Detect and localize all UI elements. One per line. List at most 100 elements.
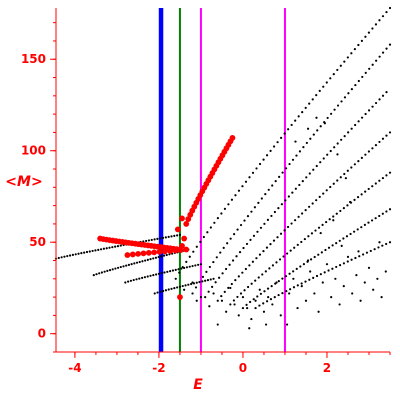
y-tick-label-1: 50 xyxy=(29,235,46,249)
data-point-s0-539 xyxy=(294,140,297,143)
data-point-s0-261 xyxy=(238,251,242,254)
data-point-s0-494 xyxy=(275,281,278,284)
data-point-s0-457 xyxy=(312,276,315,279)
data-point-s0-393 xyxy=(367,187,370,191)
data-point-s0-516 xyxy=(372,288,375,291)
data-point-s0-348 xyxy=(371,147,374,150)
data-point-s0-468 xyxy=(354,256,357,260)
data-point-s0-411 xyxy=(281,277,284,280)
data-point-s0-498 xyxy=(296,306,299,310)
data-point-s0-147 xyxy=(230,198,234,201)
data-point-s0-276 xyxy=(291,191,294,194)
data-point-s0-331 xyxy=(311,202,314,205)
data-point-s0-529 xyxy=(357,250,360,253)
data-point-s0-300 xyxy=(374,101,378,105)
data-point-s0-310 xyxy=(237,275,240,278)
data-point-s0-479 xyxy=(208,305,211,308)
data-point-s1-605 xyxy=(179,215,185,222)
data-point-s0-117 xyxy=(176,286,179,289)
data-point-s0-278 xyxy=(298,183,301,187)
data-point-s0-438 xyxy=(378,214,381,218)
data-point-s0-191 xyxy=(385,10,388,14)
data-point-s0-52 xyxy=(111,268,114,271)
data-point-s0-259 xyxy=(231,259,235,262)
data-point-s0-525 xyxy=(195,299,198,302)
data-point-s0-478 xyxy=(199,296,203,299)
data-point-s0-221 xyxy=(288,162,291,166)
data-point-s0-92 xyxy=(155,273,158,276)
data-point-s0-83 xyxy=(129,279,133,282)
data-point-s0-538 xyxy=(306,127,310,130)
data-point-s0-427 xyxy=(338,239,341,242)
data-point-s0-81 xyxy=(124,281,127,284)
data-point-s0-499 xyxy=(300,285,303,288)
data-point-s0-284 xyxy=(319,161,322,164)
data-point-s0-71 xyxy=(162,254,166,257)
data-point-s0-222 xyxy=(291,158,295,161)
data-point-s0-277 xyxy=(294,187,297,190)
data-point-s0-181 xyxy=(350,52,353,55)
data-point-s0-359 xyxy=(246,285,250,289)
data-point-s0-1 xyxy=(57,256,60,260)
data-point-s0-279 xyxy=(301,180,304,183)
data-point-s0-521 xyxy=(248,327,251,330)
data-point-s0-282 xyxy=(312,168,315,171)
data-point-s0-493 xyxy=(271,303,274,306)
data-point-s0-112 xyxy=(162,289,165,293)
data-point-s0-155 xyxy=(258,162,262,166)
data-point-s0-82 xyxy=(127,280,130,283)
data-point-s0-20 xyxy=(111,246,114,249)
data-point-s0-443 xyxy=(258,304,261,307)
data-point-s0-46 xyxy=(95,273,98,276)
data-point-s0-40 xyxy=(167,235,170,238)
data-point-s0-85 xyxy=(135,278,138,281)
data-point-s0-429 xyxy=(345,235,349,238)
data-point-s0-55 xyxy=(119,265,122,269)
data-point-s0-417 xyxy=(302,263,306,266)
data-point-s0-483 xyxy=(229,286,232,290)
data-point-s0-97 xyxy=(169,270,172,273)
data-point-s0-448 xyxy=(277,293,280,297)
data-point-s0-395 xyxy=(374,182,377,185)
data-point-s0-140 xyxy=(206,231,209,234)
data-point-s0-106 xyxy=(194,264,197,267)
data-point-s0-355 xyxy=(232,299,235,302)
data-point-s0-333 xyxy=(318,195,321,198)
data-point-s0-505 xyxy=(325,263,329,266)
data-point-s0-217 xyxy=(274,180,277,183)
data-point-s0-228 xyxy=(312,133,315,136)
data-point-s1-603 xyxy=(181,235,188,242)
data-point-s0-420 xyxy=(313,255,316,259)
data-point-s0-22 xyxy=(116,245,120,248)
data-point-s0-456 xyxy=(308,278,311,281)
data-point-s0-497 xyxy=(292,277,295,280)
data-point-s0-59 xyxy=(130,263,133,266)
data-point-s1-601 xyxy=(229,135,236,141)
data-point-s0-197 xyxy=(205,270,208,273)
data-point-s0-460 xyxy=(323,271,326,274)
data-point-s0-361 xyxy=(254,279,257,282)
data-point-s0-360 xyxy=(250,282,253,285)
data-point-s0-507 xyxy=(334,277,337,280)
data-point-s0-346 xyxy=(364,153,367,156)
data-point-s0-119 xyxy=(181,284,184,288)
data-point-s0-413 xyxy=(288,272,291,275)
data-point-s0-166 xyxy=(297,115,300,118)
data-point-s0-101 xyxy=(180,267,183,270)
data-point-s0-94 xyxy=(160,272,163,275)
data-point-s0-23 xyxy=(119,244,122,247)
data-point-s1-567 xyxy=(129,251,136,258)
data-point-s0-17 xyxy=(102,247,105,250)
data-point-s0-195 xyxy=(198,280,201,284)
data-point-s0-114 xyxy=(167,288,170,291)
data-point-s0-442 xyxy=(254,306,257,310)
data-point-s0-43 xyxy=(176,234,179,237)
data-point-s0-179 xyxy=(343,60,346,63)
data-point-s0-439 xyxy=(381,212,384,215)
data-point-s0-132 xyxy=(178,271,181,274)
data-point-s0-415 xyxy=(295,267,298,271)
data-point-s0-115 xyxy=(170,287,173,290)
data-point-s0-136 xyxy=(192,250,195,253)
data-point-s0-142 xyxy=(213,221,216,224)
data-point-s1-578 xyxy=(183,221,190,227)
